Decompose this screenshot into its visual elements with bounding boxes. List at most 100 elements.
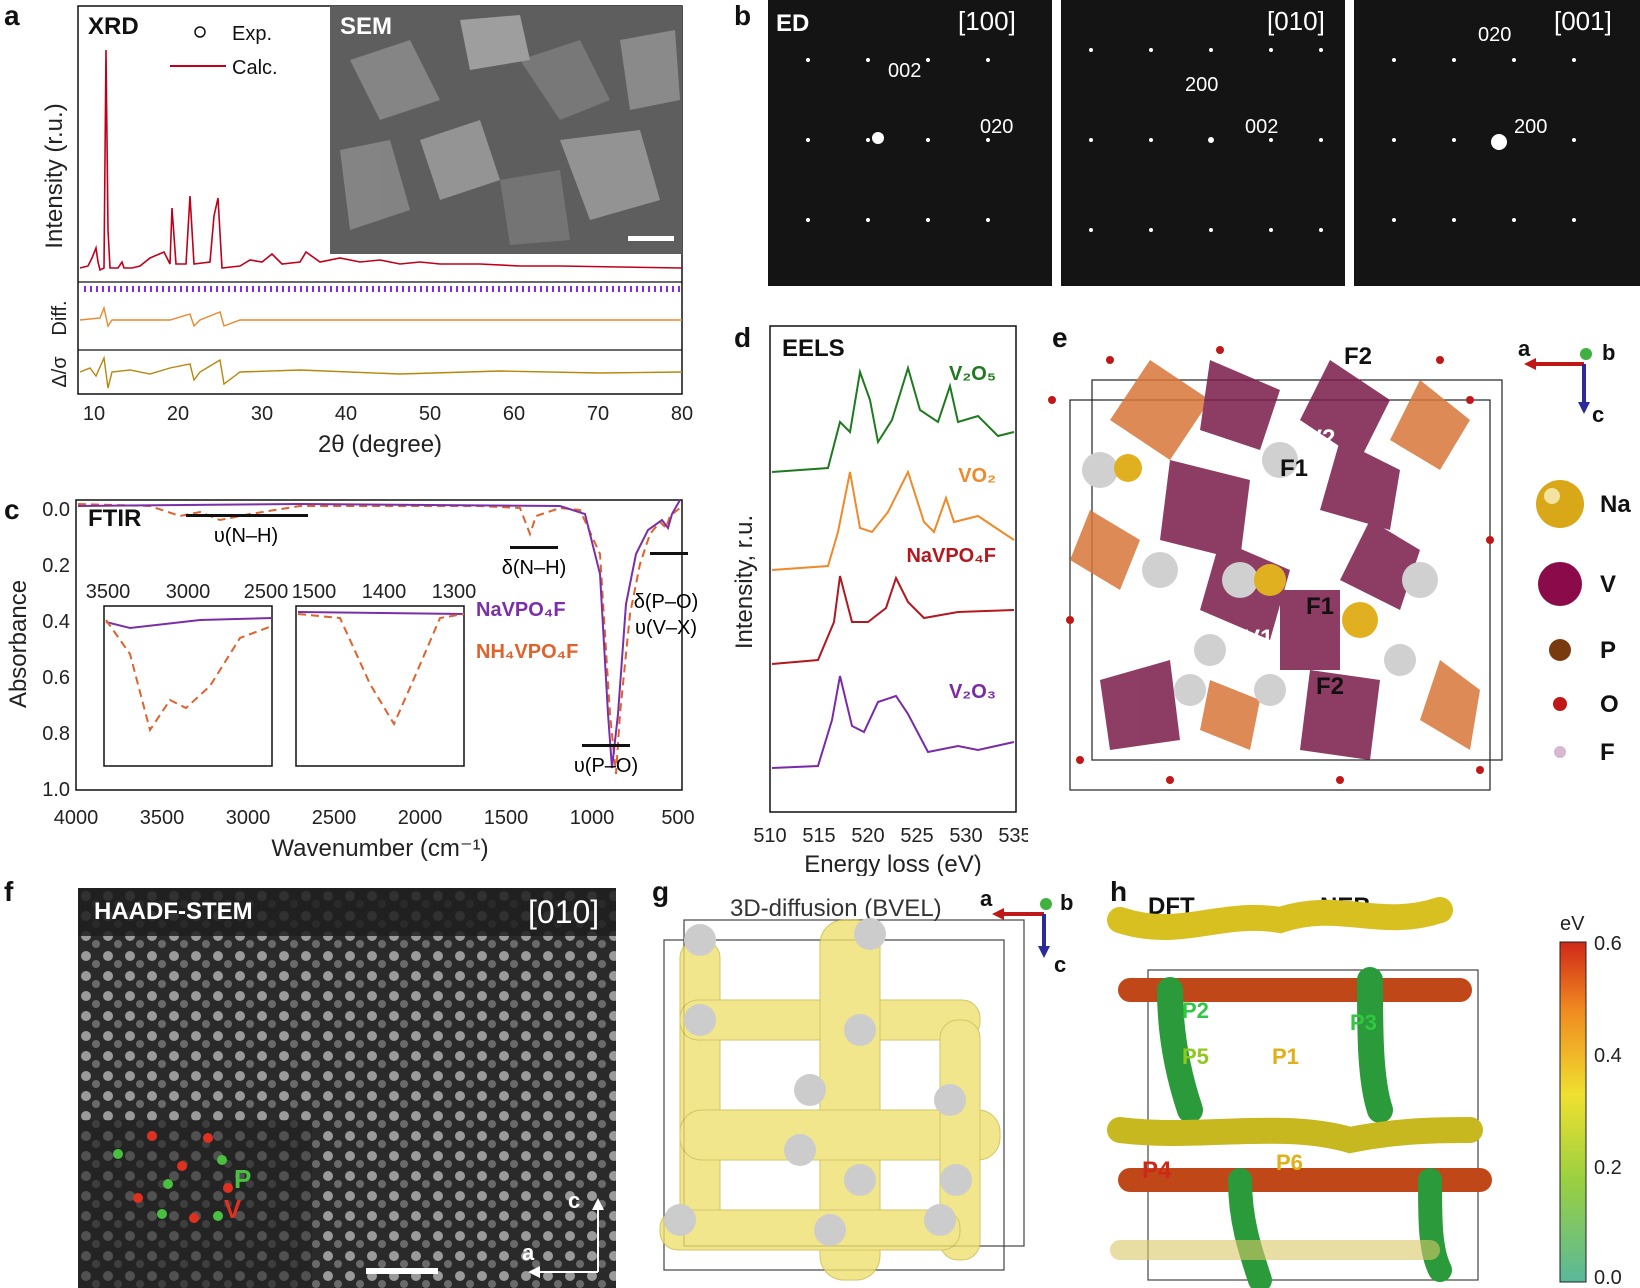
svg-text:c: c	[1054, 952, 1066, 977]
svg-text:520: 520	[851, 825, 884, 847]
svg-text:0.0: 0.0	[1594, 1267, 1622, 1288]
svg-text:1.0: 1.0	[42, 779, 70, 801]
svg-text:3D-diffusion (BVEL): 3D-diffusion (BVEL)	[730, 895, 942, 922]
svg-text:P4: P4	[1142, 1157, 1172, 1184]
svg-text:0.6: 0.6	[1594, 933, 1622, 955]
panel-g-diffusion: 3D-diffusion (BVEL) a b c	[659, 886, 1073, 1281]
ed-pattern-001: [001] 020 200	[1354, 0, 1640, 286]
svg-text:c: c	[1592, 402, 1604, 427]
svg-text:F2: F2	[1344, 343, 1372, 370]
xrd-resid-line	[79, 355, 683, 389]
svg-text:525: 525	[900, 825, 933, 847]
svg-text:O: O	[1600, 691, 1619, 718]
svg-text:0.2: 0.2	[1594, 1157, 1622, 1179]
svg-text:eV: eV	[1560, 913, 1585, 935]
panel-h-letter: h	[1110, 876, 1128, 907]
svg-text:1300: 1300	[432, 581, 477, 603]
xrd-xlabel: 2θ (degree)	[318, 431, 442, 458]
svg-text:Absorbance: Absorbance	[5, 580, 32, 708]
svg-text:3000: 3000	[166, 581, 211, 603]
ed-pattern-010: [010] 200 002	[1061, 0, 1345, 286]
svg-text:b: b	[1060, 890, 1073, 915]
svg-text:510: 510	[753, 825, 786, 847]
svg-text:Wavenumber (cm⁻¹): Wavenumber (cm⁻¹)	[271, 835, 488, 862]
svg-text:2500: 2500	[312, 807, 357, 829]
svg-text:υ(N–H): υ(N–H)	[214, 525, 278, 547]
svg-text:δ(P–O): δ(P–O)	[634, 591, 698, 613]
svg-text:0.4: 0.4	[42, 611, 70, 633]
sem-label: SEM	[340, 13, 392, 40]
svg-text:50: 50	[419, 403, 441, 425]
xrd-diff-line	[79, 305, 682, 328]
svg-text:3500: 3500	[140, 807, 185, 829]
svg-text:1400: 1400	[362, 581, 407, 603]
svg-text:530: 530	[949, 825, 982, 847]
svg-text:0.0: 0.0	[42, 499, 70, 521]
svg-text:2000: 2000	[398, 807, 443, 829]
panel-c-letter: c	[4, 494, 20, 525]
svg-text:P3: P3	[1350, 1010, 1377, 1035]
diff-label: Diff.	[49, 300, 71, 335]
svg-text:F1: F1	[1280, 455, 1308, 482]
svg-text:F2: F2	[1316, 673, 1344, 700]
panel-e-letter: e	[1052, 322, 1068, 353]
panel-d-chart: EELS Intensity, r.u. 510 515 520 525 530…	[731, 325, 1028, 876]
svg-text:a: a	[1518, 340, 1531, 361]
svg-text:3000: 3000	[226, 807, 271, 829]
svg-text:500: 500	[661, 807, 694, 829]
svg-text:Energy loss (eV): Energy loss (eV)	[804, 851, 981, 876]
panel-h-neb: DFT NEB P2 P3 P5 P1 P4 P6 eV 0.6 0.4 0.2…	[1107, 893, 1622, 1288]
panel-c-chart: 0.0 0.2 0.4 0.6 0.8 1.0 4000 3500 3000 2…	[5, 499, 698, 862]
svg-text:1000: 1000	[570, 807, 615, 829]
legend-exp: Exp.	[232, 23, 272, 45]
svg-text:P5: P5	[1182, 1044, 1209, 1069]
svg-text:Intensity, r.u.: Intensity, r.u.	[731, 515, 758, 649]
svg-text:Na: Na	[1600, 491, 1631, 518]
xrd-ylabel: Intensity (r.u.)	[41, 103, 68, 248]
svg-text:0.8: 0.8	[42, 723, 70, 745]
panel-a-chart: SEM XRD Exp. Calc. 10 20 30 40 50 60 70 …	[41, 5, 693, 458]
svg-text:VO₂: VO₂	[958, 465, 996, 487]
svg-text:FTIR: FTIR	[88, 505, 141, 532]
ed-pattern-100: ED [100] 002 020	[768, 0, 1052, 286]
svg-text:V1: V1	[1244, 625, 1273, 652]
svg-text:P2: P2	[1182, 998, 1209, 1023]
svg-text:3500: 3500	[86, 581, 131, 603]
panel-g-letter: g	[652, 876, 670, 907]
svg-text:P: P	[1600, 637, 1616, 664]
svg-text:NaVPO₄F: NaVPO₄F	[906, 545, 996, 567]
panel-e-structure: F2 V2 F1 F1 V1 F2 a b c Na V P O F	[1048, 340, 1631, 791]
svg-text:a: a	[980, 886, 993, 911]
svg-text:EELS: EELS	[782, 335, 845, 362]
svg-text:1500: 1500	[292, 581, 337, 603]
legend-calc: Calc.	[232, 57, 278, 79]
xrd-calc-line	[79, 49, 683, 272]
svg-text:NH₄VPO₄F: NH₄VPO₄F	[476, 641, 578, 663]
panel-d-letter: d	[734, 322, 752, 353]
svg-text:b: b	[1602, 340, 1615, 365]
svg-text:1500: 1500	[484, 807, 529, 829]
svg-text:80: 80	[671, 403, 693, 425]
svg-text:υ(V–X): υ(V–X)	[635, 617, 697, 639]
svg-text:P1: P1	[1272, 1044, 1299, 1069]
panel-b-letter: b	[734, 0, 752, 31]
svg-text:535: 535	[998, 825, 1028, 847]
svg-text:δ(N–H): δ(N–H)	[502, 557, 566, 579]
svg-text:F1: F1	[1306, 593, 1334, 620]
svg-text:515: 515	[802, 825, 835, 847]
svg-text:V: V	[1600, 571, 1616, 598]
svg-text:0.2: 0.2	[42, 555, 70, 577]
svg-text:2500: 2500	[244, 581, 289, 603]
svg-text:20: 20	[167, 403, 189, 425]
svg-text:F: F	[1600, 739, 1615, 766]
panel-a-letter: a	[4, 0, 20, 31]
svg-text:V₂O₃: V₂O₃	[949, 681, 996, 703]
svg-text:30: 30	[251, 403, 273, 425]
svg-text:40: 40	[335, 403, 357, 425]
svg-text:P6: P6	[1276, 1150, 1303, 1175]
svg-text:0.4: 0.4	[1594, 1045, 1622, 1067]
svg-text:4000: 4000	[54, 807, 99, 829]
resid-label: Δ/σ	[49, 356, 71, 388]
panel-f-letter: f	[4, 876, 14, 907]
svg-text:V2: V2	[1306, 425, 1335, 452]
